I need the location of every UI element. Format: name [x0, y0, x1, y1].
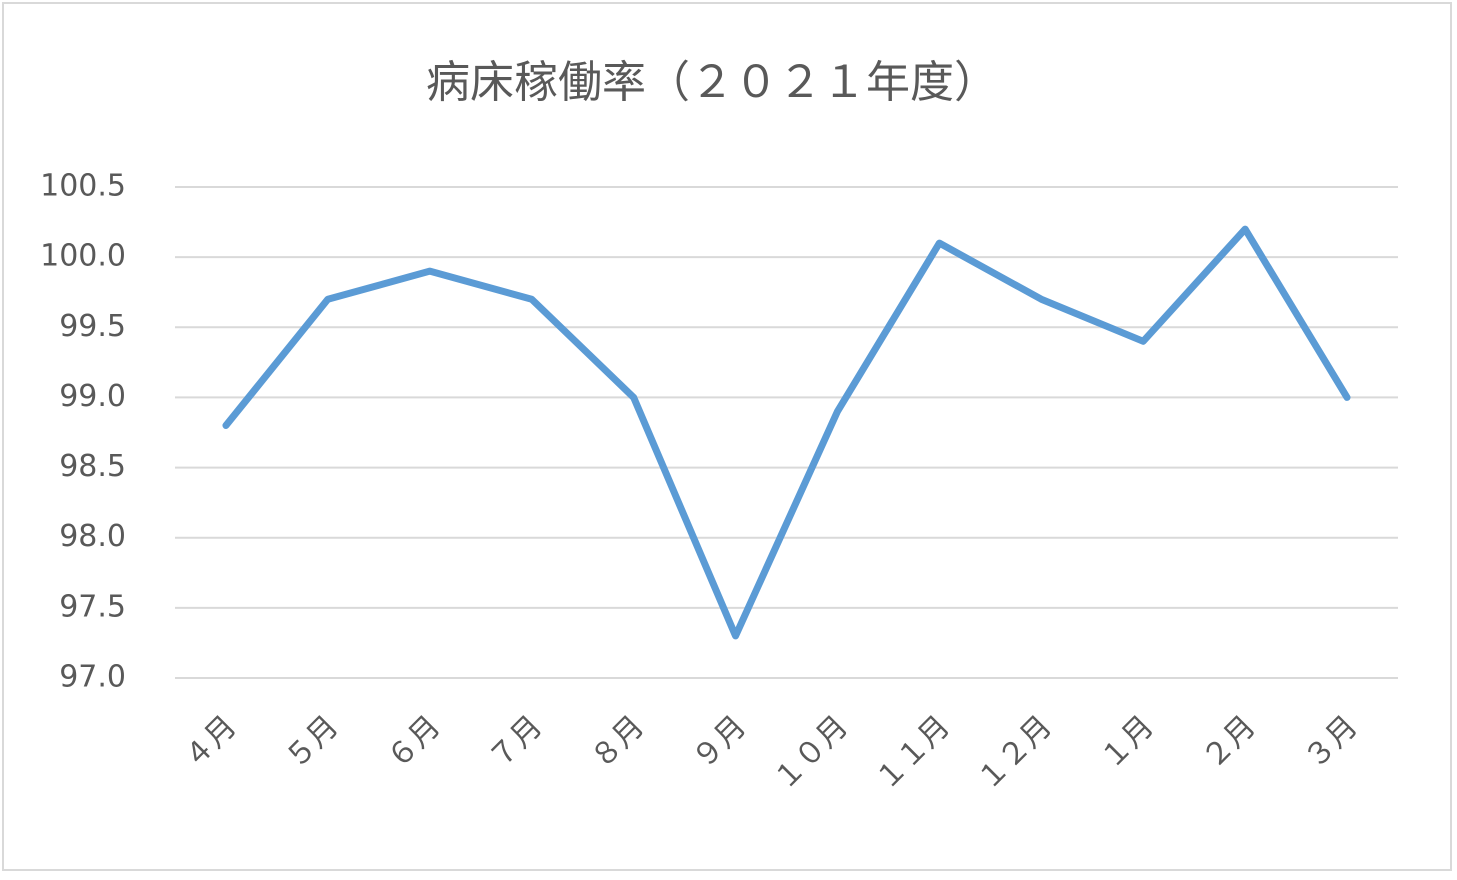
- y-tick-label: 99.0: [59, 379, 126, 414]
- y-tick-label: 97.0: [59, 660, 126, 695]
- y-tick-label: 100.0: [40, 239, 126, 274]
- y-tick-label: 98.5: [59, 449, 126, 484]
- y-tick-label: 99.5: [59, 309, 126, 344]
- y-tick-label: 100.5: [40, 169, 126, 204]
- line-series: [222, 225, 1351, 640]
- y-tick-label: 98.0: [59, 519, 126, 554]
- chart-title: 病床稼働率（２０２１年度）: [426, 57, 998, 108]
- y-tick-label: 97.5: [59, 589, 126, 624]
